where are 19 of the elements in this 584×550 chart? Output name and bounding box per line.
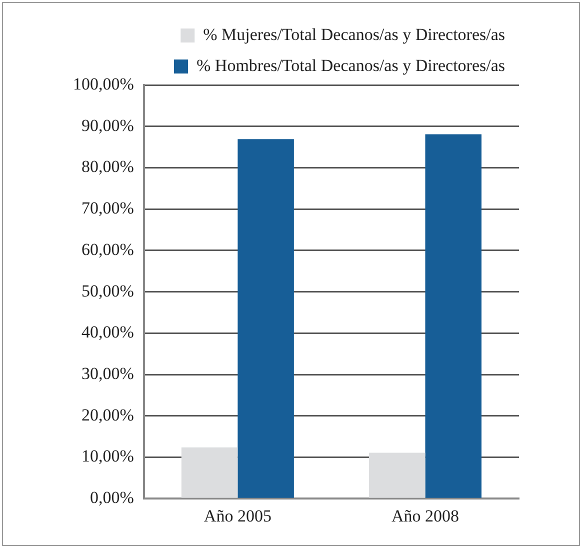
x-tick-label: Año 2008 (391, 506, 459, 526)
y-tick-label: 50,00% (81, 281, 134, 300)
y-tick-label: 80,00% (81, 157, 134, 176)
y-tick-label: 90,00% (81, 116, 134, 135)
bar (238, 139, 294, 498)
bar (368, 452, 426, 498)
y-tick-label: 10,00% (81, 446, 134, 466)
legend-label: % Mujeres/Total Decanos/as y Directores/as (203, 24, 505, 44)
legend-label: % Hombres/Total Decanos/as y Directores/as (196, 56, 506, 75)
y-tick-label: 30,00% (81, 364, 134, 383)
y-tick-label: 70,00% (81, 198, 134, 218)
x-tick-label: Año 2005 (204, 506, 272, 526)
y-tick-label: 100,00% (72, 74, 134, 94)
y-tick-label: 60,00% (81, 240, 134, 259)
bar (425, 134, 482, 498)
bar (181, 447, 238, 498)
y-tick-label: 20,00% (81, 405, 134, 424)
y-tick-label: 0,00% (90, 488, 134, 508)
y-tick-label: 40,00% (81, 322, 134, 342)
